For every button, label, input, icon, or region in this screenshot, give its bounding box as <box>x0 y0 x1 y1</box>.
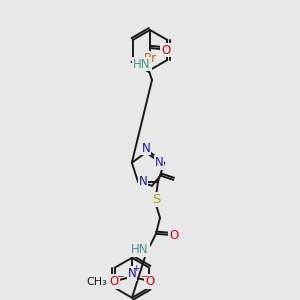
Text: HN: HN <box>131 243 149 256</box>
Text: −: − <box>116 271 124 280</box>
Text: N: N <box>139 175 147 188</box>
Text: O: O <box>110 275 118 288</box>
Text: N: N <box>128 267 136 280</box>
Text: Br: Br <box>143 52 157 64</box>
Text: HN: HN <box>133 58 151 70</box>
Text: O: O <box>169 229 178 242</box>
Text: O: O <box>161 44 171 56</box>
Text: S: S <box>152 193 160 206</box>
Text: CH₃: CH₃ <box>86 277 107 287</box>
Text: N: N <box>142 142 150 154</box>
Text: O: O <box>146 275 154 288</box>
Text: +: + <box>132 264 140 273</box>
Text: N: N <box>155 156 164 169</box>
Text: −: − <box>140 271 148 280</box>
